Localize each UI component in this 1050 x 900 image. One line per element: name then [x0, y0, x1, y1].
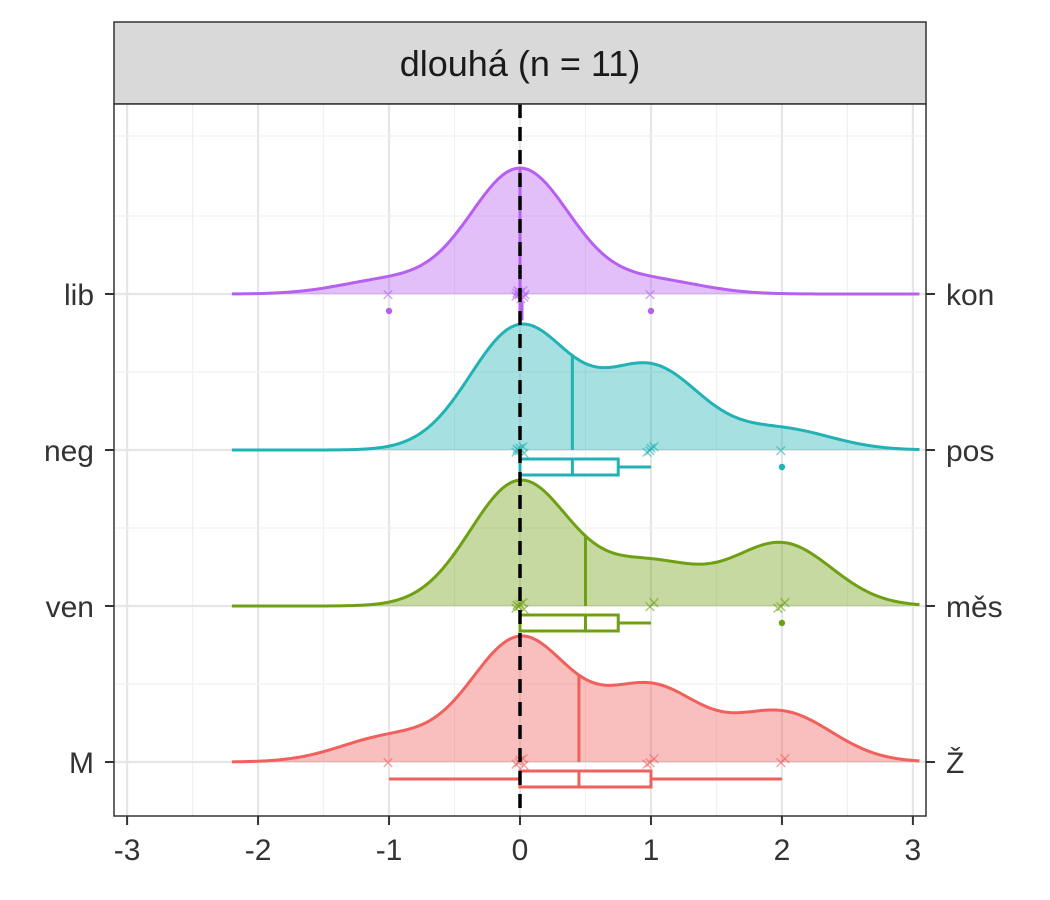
density-curve — [231, 634, 920, 764]
x-tick-label: 1 — [643, 834, 660, 867]
raw-point: × — [647, 437, 661, 457]
raw-point: × — [774, 753, 788, 773]
raw-point: × — [774, 441, 788, 461]
raw-point: × — [774, 597, 788, 617]
box-iqr — [518, 613, 620, 633]
density-area — [231, 480, 920, 606]
raw-point: × — [647, 749, 661, 769]
raw-point: × — [510, 596, 524, 616]
y-tick-label-right: měs — [946, 591, 1003, 624]
raw-point: × — [510, 440, 524, 460]
raw-point: × — [513, 594, 527, 614]
raw-point: × — [643, 441, 657, 461]
x-tick-label: -3 — [114, 834, 141, 867]
y-tick-label-left: lib — [64, 279, 94, 312]
raw-point: × — [381, 285, 395, 305]
y-tick-label-left: M — [69, 747, 94, 780]
y-tick-label-left: ven — [46, 591, 94, 624]
raw-point: × — [513, 438, 527, 458]
y-tick-label-right: pos — [946, 435, 994, 468]
y-tick-label-right: Ž — [946, 747, 964, 780]
density-curve — [231, 166, 920, 296]
ridge-neg: ××××××××××× — [231, 322, 920, 477]
x-tick-label: -2 — [245, 834, 272, 867]
density-curve — [231, 478, 920, 608]
raw-point: × — [640, 442, 654, 462]
raw-point: × — [512, 753, 526, 773]
density-area — [231, 324, 920, 450]
box-outlier — [385, 307, 393, 315]
raw-point: × — [640, 754, 654, 774]
raw-point: × — [771, 598, 785, 618]
ridge-ven: ×××××× ×× ××× — [231, 478, 920, 633]
y-tick-label-left: neg — [44, 435, 94, 468]
density-area — [231, 168, 920, 294]
box-iqr — [518, 457, 620, 477]
raw-point: × — [778, 749, 792, 769]
raw-point: × — [643, 285, 657, 305]
facet-strip: dlouhá (n = 11) — [113, 21, 927, 105]
x-tick-label: 0 — [512, 834, 529, 867]
raw-point: × — [647, 593, 661, 613]
box-outlier — [778, 619, 786, 627]
y-tick-label-right: kon — [946, 279, 994, 312]
raw-point: × — [643, 597, 657, 617]
box-outlier — [778, 463, 786, 471]
facet-strip-background — [113, 21, 927, 105]
raw-point: × — [381, 753, 395, 773]
raw-point: × — [511, 281, 525, 301]
density-curve — [231, 322, 920, 452]
ridge-layer: ××××××××××××××××××××××××××××××××××××××××… — [231, 166, 920, 789]
raw-point: × — [643, 753, 657, 773]
box-outlier — [647, 307, 655, 315]
facet-title: dlouhá (n = 11) — [400, 43, 641, 84]
box-iqr — [518, 769, 653, 789]
axis-layer: -3 -2 -1 0 1 2 3 lib kon neg pos ven měs M Ž — [44, 279, 1003, 867]
x-tick-label: 3 — [905, 834, 922, 867]
x-tick-label: -1 — [376, 834, 403, 867]
x-tick-label: 2 — [774, 834, 791, 867]
raw-point: × — [778, 593, 792, 613]
raw-point: × — [512, 597, 526, 617]
raw-point: × — [644, 438, 658, 458]
ridge-M: ××××××××××× — [231, 634, 920, 789]
ridge-lib: ××××××××××× — [231, 166, 920, 321]
